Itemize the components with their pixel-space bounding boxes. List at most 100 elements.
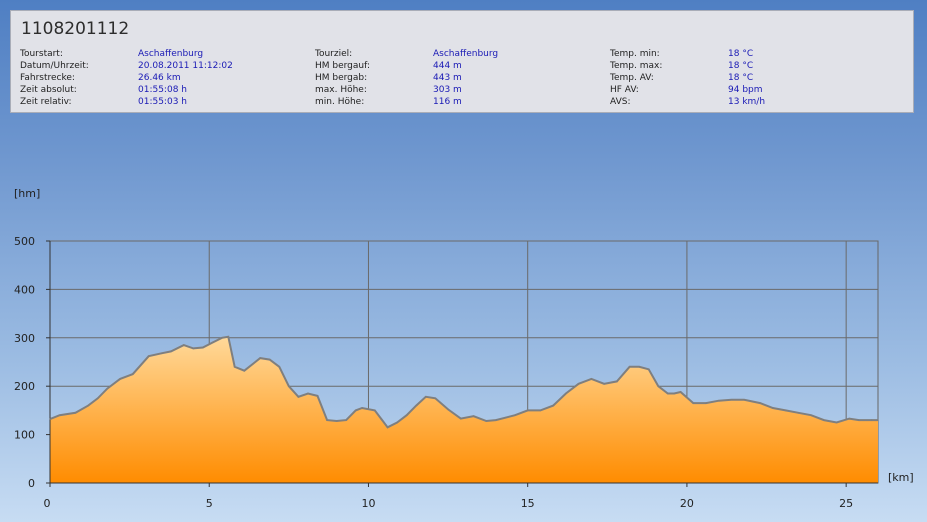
elevation-point [268, 358, 271, 361]
y-tick-label: 0 [28, 477, 35, 490]
elevation-point [552, 404, 554, 407]
elevation-point [259, 357, 261, 359]
elevation-point [514, 414, 516, 417]
elevation-point [415, 404, 418, 407]
x-tick-label: 5 [206, 497, 213, 510]
value-zeit-absolut: 01:55:08 h [138, 85, 187, 95]
elevation-point [870, 419, 873, 421]
value-fahrstrecke: 26.46 km [138, 73, 181, 83]
label-zeit-absolut: Zeit absolut: [20, 85, 77, 95]
value-zeit-relativ: 01:55:03 h [138, 97, 187, 107]
elevation-point [472, 415, 475, 418]
value-temp-min: 18 °C [728, 49, 754, 59]
elevation-point [485, 420, 488, 422]
value-temp-av: 18 °C [728, 73, 754, 83]
elevation-point [447, 408, 449, 411]
elevation-point [106, 387, 109, 390]
data-points [49, 336, 879, 429]
elevation-point [202, 346, 204, 349]
label-hm-bergauf: HM bergauf: [315, 61, 370, 71]
label-avs: AVS: [610, 97, 631, 107]
value-max-hoehe: 303 m [433, 85, 462, 95]
elevation-point [361, 407, 363, 409]
elevation-point [221, 337, 223, 339]
x-tick-label: 10 [361, 497, 375, 510]
value-tourziel: Aschaffenburg [433, 49, 499, 59]
label-hm-bergab: HM bergab: [315, 73, 368, 83]
elevation-point [495, 419, 497, 421]
value-hm-bergauf: 444 m [433, 61, 462, 71]
elevation-point [590, 378, 593, 380]
y-tick-label: 200 [14, 380, 35, 393]
elevation-point [657, 385, 660, 388]
value-datum: 20.08.2011 11:12:02 [138, 61, 233, 71]
elevation-point [717, 399, 720, 402]
elevation-point [243, 369, 246, 372]
elevation-point [354, 409, 357, 412]
elevation-point [647, 368, 650, 371]
elevation-point [858, 419, 860, 421]
elevation-point [396, 421, 398, 424]
elevation-point [49, 418, 51, 420]
elevation-point [227, 336, 230, 338]
value-hm-bergab: 443 m [433, 73, 462, 83]
y-tick-label: 500 [14, 235, 35, 248]
elevation-point [705, 402, 707, 404]
elevation-point [233, 366, 236, 368]
elevation-point [326, 419, 328, 421]
elevation-point [539, 409, 542, 412]
elevation-point [58, 414, 61, 417]
elevation-point [297, 396, 300, 398]
label-temp-min: Temp. min: [610, 49, 660, 59]
elevation-point [182, 344, 185, 346]
elevation-point [673, 392, 675, 395]
value-avs: 13 km/h [728, 97, 766, 107]
x-axis-label: [km] [888, 471, 914, 484]
elevation-point [316, 395, 319, 397]
y-tick-label: 400 [14, 283, 35, 296]
elevation-point [132, 373, 134, 375]
x-tick-label: 15 [521, 497, 535, 510]
tick-labels: 0 100 200 300 400 500 0 5 10 15 20 25 [14, 235, 853, 510]
elevation-point [374, 409, 376, 412]
elevation-point [526, 409, 529, 412]
elevation-point [759, 402, 761, 404]
elevation-point [345, 419, 347, 421]
elevation-point [405, 414, 408, 417]
tour-id-title: 1108201112 [21, 19, 130, 39]
value-tourstart: Aschaffenburg [138, 49, 204, 59]
elevation-point [616, 380, 618, 383]
elevation-point [577, 382, 580, 385]
label-min-hoehe: min. Höhe: [315, 97, 365, 107]
elevation-point [211, 341, 214, 344]
elevation-point [170, 350, 172, 353]
elevation-point [628, 366, 631, 368]
elevation-point [192, 347, 195, 350]
label-hf-av: HF AV: [610, 85, 639, 95]
elevation-point [603, 382, 605, 385]
label-temp-max: Temp. max: [610, 61, 663, 71]
label-zeit-relativ: Zeit relativ: [20, 97, 72, 107]
elevation-point [877, 419, 879, 421]
elevation-point [119, 378, 121, 380]
chart-axes [46, 240, 878, 487]
elevation-point [848, 417, 851, 420]
elevation-point [835, 421, 838, 424]
x-tick-label: 20 [680, 497, 694, 510]
elevation-point [87, 404, 90, 407]
elevation-point [288, 385, 290, 388]
elevation-point [74, 412, 77, 414]
elevation-point [679, 391, 682, 393]
value-min-hoehe: 116 m [433, 97, 462, 107]
value-hf-av: 94 bpm [728, 85, 763, 95]
elevation-point [96, 397, 99, 400]
elevation-point [743, 398, 746, 401]
elevation-line [49, 335, 878, 429]
y-axis-label: [hm] [14, 187, 40, 200]
elevation-point [147, 355, 150, 357]
elevation-point [565, 392, 567, 395]
elevation-point [460, 417, 462, 420]
elevation-point [386, 426, 389, 429]
label-datum: Datum/Uhrzeit: [20, 61, 89, 71]
